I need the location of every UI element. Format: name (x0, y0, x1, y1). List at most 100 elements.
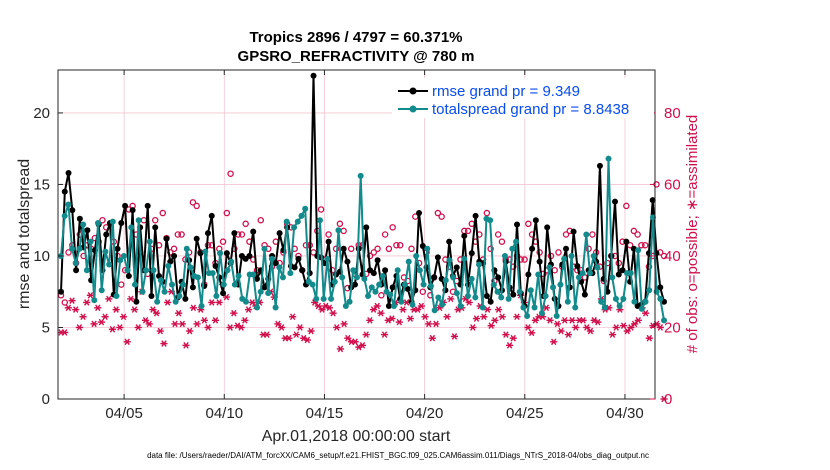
assimilated-obs-marker (296, 324, 304, 331)
totalspread-series-point (231, 281, 238, 288)
legend-spread-marker (409, 105, 417, 113)
assimilated-obs-stroke (495, 306, 502, 313)
assimilated-obs-stroke (547, 317, 553, 324)
rmse-series-point (563, 245, 570, 252)
rmse-series-point (461, 232, 468, 239)
totalspread-series-point (168, 281, 175, 288)
assimilated-obs-marker (406, 315, 414, 322)
assimilated-obs-stroke (128, 295, 134, 303)
possible-obs-marker (562, 231, 570, 238)
assimilated-obs-stroke (275, 320, 281, 328)
y-axis-label-left: rmse and totalspread (16, 159, 33, 309)
assimilated-obs-stroke (150, 306, 156, 313)
assimilated-obs-marker (285, 334, 293, 342)
possible-obs-marker (623, 202, 630, 210)
assimilated-obs-stroke (201, 317, 208, 324)
totalspread-series-point (457, 303, 464, 310)
totalspread-series-point (98, 287, 105, 294)
data-file-footer: data file: /Users/raeder/DAI/ATM_forcXX/… (147, 451, 649, 460)
assimilated-obs-stroke (584, 324, 590, 331)
assimilated-obs-marker (303, 336, 311, 344)
possible-obs-marker (370, 249, 378, 256)
rmse-series-point (344, 258, 351, 265)
totalspread-series-point (228, 258, 235, 265)
assimilated-obs-stroke (109, 325, 116, 333)
assimilated-obs-stroke (164, 299, 171, 306)
totalspread-series-point (302, 205, 309, 212)
possible-obs-marker (118, 281, 125, 288)
rmse-series-point (385, 303, 392, 310)
assimilated-obs-stroke (300, 334, 307, 342)
assimilated-obs-stroke (569, 317, 575, 324)
assimilated-obs-stroke (113, 306, 119, 313)
assimilated-obs-marker (79, 313, 87, 321)
assimilated-obs-marker (627, 324, 635, 331)
assimilated-obs-marker (366, 317, 374, 324)
assimilated-obs-marker (351, 338, 359, 346)
totalspread-series-point (424, 245, 431, 252)
assimilated-obs-stroke (242, 317, 248, 324)
possible-obs-marker (219, 238, 227, 245)
assimilated-obs-stroke (642, 309, 649, 317)
assimilated-obs-stroke (131, 306, 138, 313)
possible-obs-marker (242, 220, 249, 228)
totalspread-series-point (283, 218, 290, 225)
totalspread-series-point (461, 255, 468, 262)
totalspread-series-point (479, 304, 486, 311)
totalspread-series-point (161, 288, 168, 295)
assimilated-obs-stroke (190, 304, 197, 312)
possible-obs-marker (630, 227, 638, 235)
totalspread-series-point (450, 274, 457, 281)
assimilated-obs-stroke (451, 333, 458, 340)
possible-obs-marker (366, 252, 374, 260)
axis-ticks: 04/05 04/10 04/15 04/20 04/25 04/30 0 5 10 15 20 0 2… (33, 70, 681, 422)
totalspread-series-point (217, 250, 224, 257)
assimilated-obs-marker (325, 304, 334, 312)
assimilated-obs-marker (505, 342, 514, 349)
assimilated-obs-marker (553, 320, 561, 328)
x-axis-label: Apr.01,2018 00:00:00 start (262, 428, 451, 445)
totalspread-series-point (235, 272, 242, 279)
assimilated-obs-stroke (216, 299, 222, 306)
totalspread-series-point (91, 297, 98, 304)
assimilated-obs-marker (333, 324, 341, 331)
possible-obs-marker (61, 299, 69, 306)
assimilated-obs-stroke (65, 304, 72, 312)
assimilated-obs-stroke (80, 313, 86, 321)
totalspread-series-point (294, 218, 301, 225)
rmse-series-point (220, 290, 227, 297)
totalspread-series-point (513, 238, 520, 245)
assimilated-obs-marker (248, 299, 256, 306)
assimilated-obs-stroke (470, 324, 476, 331)
possible-obs-marker (498, 238, 506, 245)
totalspread-series-point (102, 248, 109, 255)
totalspread-series-point (376, 281, 383, 288)
totalspread-series-point (335, 227, 342, 234)
assimilated-obs-stroke (389, 315, 395, 322)
assimilated-obs-marker (274, 320, 282, 328)
totalspread-series-point (394, 267, 401, 274)
totalspread-series-point (612, 295, 619, 302)
assimilated-obs-stroke (194, 320, 200, 328)
assimilated-obs-stroke (334, 324, 340, 331)
possible-obs-marker (325, 231, 332, 238)
totalspread-series-point (65, 201, 72, 208)
rmse-series-point (122, 202, 129, 209)
assimilated-obs-stroke (289, 313, 296, 321)
assimilated-obs-stroke (367, 317, 373, 324)
assimilated-obs-stroke (514, 313, 520, 321)
totalspread-series-point (320, 295, 327, 302)
totalspread-series-point (272, 304, 279, 311)
assimilated-obs-marker (289, 313, 297, 321)
totalspread-series-point (353, 274, 360, 281)
assimilated-obs-marker (395, 318, 403, 326)
assimilated-obs-stroke (76, 324, 83, 331)
rmse-series-point (325, 238, 332, 245)
assimilated-obs-stroke (264, 331, 270, 338)
assimilated-obs-marker (153, 309, 161, 317)
assimilated-obs-marker (263, 331, 271, 338)
totalspread-series-point (361, 275, 368, 282)
totalspread-series-point (261, 245, 268, 252)
assimilated-obs-stroke (209, 299, 215, 306)
assimilated-obs-stroke (628, 324, 634, 331)
